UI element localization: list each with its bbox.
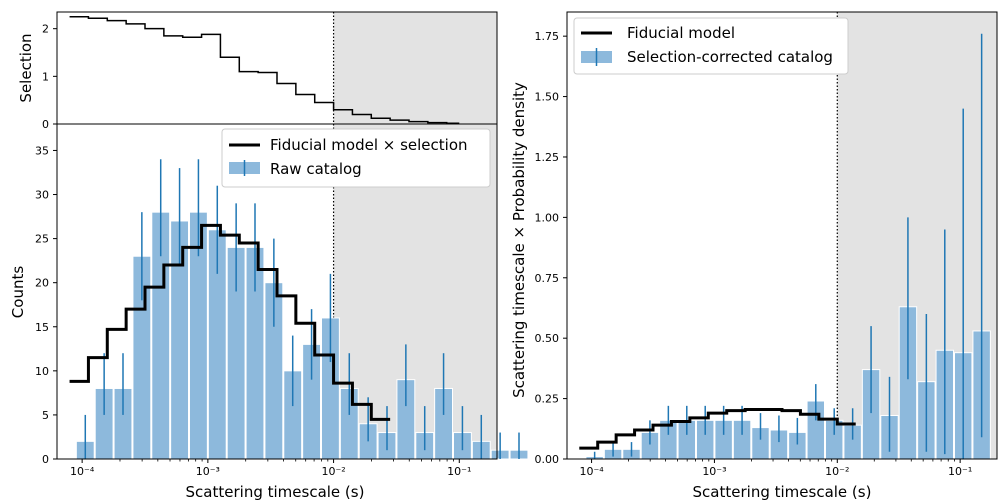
probability-y-tick-label: 0.50 [535, 332, 560, 345]
legend-fiducial-label: Fiducial model [627, 24, 735, 42]
counts-legend-box [221, 128, 491, 188]
selection-step-line [69, 16, 460, 125]
counts-y-tick-label: 25 [35, 233, 49, 246]
probability-x-tick-label: 10⁻⁴ [579, 465, 604, 478]
counts-x-axis-label: Scattering timescale (s) [186, 483, 365, 500]
probability-y-tick-label: 1.50 [535, 91, 560, 104]
counts-y-tick-label: 5 [42, 409, 49, 422]
legend-fiducial-label: Fiducial model × selection [270, 136, 468, 154]
counts-y-tick-label: 30 [35, 189, 49, 202]
counts-y-tick-label: 0 [42, 453, 49, 466]
probability-y-tick-label: 1.75 [535, 30, 560, 43]
probability-y-tick-label: 1.00 [535, 211, 560, 224]
legend-corrected-label: Selection-corrected catalog [627, 48, 833, 66]
probability-x-tick-label: 10⁻² [825, 465, 849, 478]
counts-y-tick-label: 35 [35, 144, 49, 157]
counts-panel: 0 5 10 15 20 25 30 35 10⁻⁴ 10⁻³ 10⁻² 10⁻¹ Scattering… [9, 123, 529, 500]
selection-y-tick-label: 2 [42, 23, 49, 36]
counts-y-tick-label: 10 [35, 365, 49, 378]
probability-y-tick-label: 0.00 [535, 453, 560, 466]
selection-panel: 0 1 2 Selection [17, 11, 498, 131]
probability-panel: 0.00 0.25 0.50 0.75 1.00 1.25 1.50 1.75 10⁻⁴ 10⁻³… [510, 11, 998, 500]
probability-y-axis-label: Scattering timescale × Probability densi… [510, 82, 528, 398]
probability-y-tick-label: 0.75 [535, 272, 560, 285]
counts-x-tick-label: 10⁻⁴ [70, 465, 95, 478]
fiducial-model-step-line [579, 407, 856, 450]
probability-y-tick-label: 1.25 [535, 151, 560, 164]
probability-legend: Fiducial model Selection-corrected catalo… [573, 17, 849, 75]
shaded-region [333, 12, 497, 124]
probability-x-axis-label: Scattering timescale (s) [693, 483, 872, 500]
selection-y-axis-label: Selection [17, 33, 35, 102]
counts-x-tick-label: 10⁻³ [196, 465, 220, 478]
selection-y-tick-label: 1 [42, 70, 49, 83]
legend-raw-label: Raw catalog [270, 160, 362, 178]
counts-y-tick-label: 20 [35, 277, 49, 290]
counts-x-tick-label: 10⁻¹ [447, 465, 471, 478]
fiducial-model-step-line [69, 223, 391, 421]
probability-plot-frame [566, 11, 998, 460]
probability-legend-box [573, 17, 849, 75]
probability-x-tick-label: 10⁻¹ [948, 465, 972, 478]
probability-y-tick-label: 0.25 [535, 393, 560, 406]
selection-y-tick-label: 0 [42, 118, 49, 131]
counts-plot-frame [56, 123, 498, 460]
counts-legend: Fiducial model × selection Raw catalog [221, 128, 491, 188]
probability-x-tick-label: 10⁻³ [702, 465, 726, 478]
counts-y-tick-label: 15 [35, 321, 49, 334]
counts-x-tick-label: 10⁻² [321, 465, 345, 478]
counts-y-axis-label: Counts [9, 266, 27, 319]
